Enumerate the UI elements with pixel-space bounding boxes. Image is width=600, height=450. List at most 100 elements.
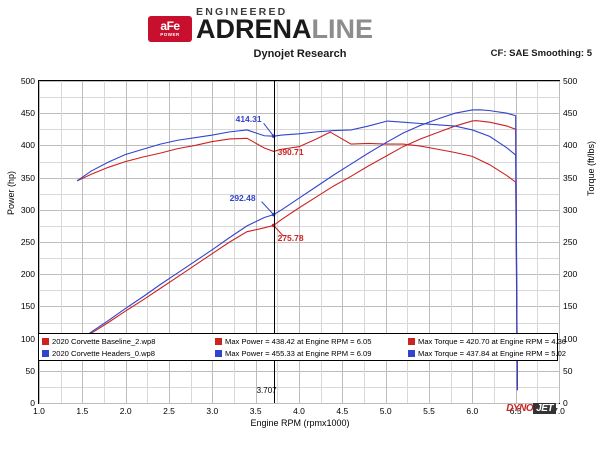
cursor-rpm-readout: 3.707	[256, 386, 277, 395]
y2-axis-tick-label: 200	[563, 269, 578, 280]
legend-run-name: 2020 Corvette Headers_0.wp8	[52, 348, 156, 358]
grid-line-vertical	[125, 81, 127, 403]
grid-line-vertical	[299, 81, 300, 403]
legend-row[interactable]: 2020 Corvette Baseline_2.wp8 Max Power =…	[39, 335, 566, 347]
series-line	[76, 120, 518, 391]
x-axis-tick-label: 3.0	[206, 406, 219, 416]
y2-axis-tick-label: 500	[563, 76, 578, 86]
grid-line-vertical	[429, 81, 430, 403]
grid-line-vertical-minor	[147, 81, 149, 403]
dynojet-dyno-text: DYNO	[506, 403, 534, 414]
adrenaline-wordmark: ADRENALINE	[196, 14, 373, 45]
x-axis-tick-label: 5.0	[379, 406, 392, 416]
x-axis-tick-label: 3.5	[249, 406, 262, 416]
x-axis-tick-label: 5.5	[423, 406, 435, 416]
series-line	[76, 109, 518, 391]
engineered-wordmark: ENGINEERED	[196, 6, 288, 18]
cursor-line	[273, 81, 275, 403]
legend-max-torque: Max Torque = 420.70 at Engine RPM = 4.36	[418, 336, 567, 346]
dynojet-jet-text: JET	[533, 403, 556, 414]
grid-line-vertical-minor	[277, 81, 279, 403]
grid-line-vertical-minor	[320, 81, 322, 403]
grid-line-vertical-minor	[537, 81, 539, 403]
annotation-red-torque: 390.71	[277, 147, 304, 158]
annotation-blue-power: 292.48	[229, 192, 256, 203]
series-line	[76, 120, 518, 391]
chart-legend: 2020 Corvette Baseline_2.wp8 Max Power =…	[38, 333, 566, 361]
y2-axis-tick-label: 0	[563, 398, 568, 408]
adrenaline-dark-part: ADRENA	[196, 14, 312, 44]
grid-line-vertical	[212, 81, 214, 403]
x-axis-tick-label: 1.5	[76, 406, 89, 416]
afe-power-logo: aFe POWER	[148, 16, 192, 42]
legend-run-name: 2020 Corvette Baseline_2.wp8	[52, 336, 156, 346]
grid-line-vertical	[559, 81, 560, 403]
series-line	[76, 131, 518, 391]
grid-line-vertical	[385, 81, 387, 403]
x-axis-tick-label: 6.0	[466, 406, 479, 416]
legend-swatch-headers-torque	[408, 349, 415, 357]
afe-logo-subtext: POWER	[160, 32, 180, 38]
y-axis-tick-label: 200	[20, 269, 35, 280]
x-axis-tick-label: 2.0	[119, 406, 132, 416]
y2-axis-tick-label: 300	[563, 204, 578, 215]
y2-axis-tick-label: 450	[563, 108, 578, 119]
annotation-pointer	[263, 122, 275, 137]
annotation-pointer	[261, 201, 274, 215]
grid-line-horizontal	[39, 403, 559, 404]
y2-axis-tick-label: 350	[563, 172, 578, 183]
annotation-red-power: 275.78	[277, 233, 304, 244]
page-header: aFe POWER ENGINEERED ADRENALINE	[0, 0, 600, 48]
grid-line-vertical	[472, 81, 474, 403]
y-axis-tick-label: 250	[20, 237, 35, 247]
chart-subtitle: Dynojet Research	[253, 48, 347, 60]
y-axis-tick-label: 450	[20, 108, 35, 119]
grid-line-vertical	[39, 81, 40, 403]
grid-line-vertical	[82, 81, 84, 403]
legend-swatch-baseline	[42, 337, 49, 345]
grid-line-vertical-minor	[407, 81, 409, 403]
afe-logo-text: aFe	[160, 19, 180, 34]
dynojet-watermark: DYNO JET	[506, 403, 556, 414]
y2-axis-tick-label: 100	[563, 333, 578, 344]
grid-line-vertical	[255, 81, 257, 403]
y-axis-tick-label: 150	[20, 301, 35, 312]
legend-max-torque: Max Torque = 437.84 at Engine RPM = 5.02	[418, 348, 567, 358]
grid-line-vertical	[342, 81, 344, 403]
grid-line-vertical-minor	[190, 81, 192, 403]
y-axis-tick-label: 100	[20, 333, 35, 344]
y-axis-tick-label: 0	[30, 398, 35, 408]
legend-swatch-baseline-power	[215, 337, 222, 345]
legend-swatch-headers	[42, 349, 49, 357]
grid-line-vertical	[169, 81, 170, 403]
grid-line-vertical-minor	[450, 81, 452, 403]
y2-axis-tick-label: 150	[563, 301, 578, 312]
x-axis-tick-label: 4.0	[293, 406, 305, 416]
y-axis-tick-label: 500	[20, 76, 35, 86]
y-axis-tick-label: 350	[20, 172, 35, 183]
y-axis-tick-label: 400	[20, 140, 35, 151]
y-axis-tick-label: 300	[20, 204, 35, 215]
grid-line-vertical-minor	[494, 81, 495, 403]
y-axis-tick-label: 50	[25, 365, 35, 376]
y2-axis-tick-label: 250	[563, 237, 578, 247]
grid-line-vertical-minor	[104, 81, 105, 403]
x-axis-tick-label: 6.5	[509, 406, 522, 416]
x-axis-tick-label: 2.5	[163, 406, 175, 416]
y2-axis-tick-label: 50	[563, 365, 573, 376]
legend-max-power: Max Power = 438.42 at Engine RPM = 6.05	[225, 336, 372, 346]
legend-row[interactable]: 2020 Corvette Headers_0.wp8 Max Power = …	[39, 347, 566, 359]
chart-curves	[76, 109, 518, 391]
legend-max-power: Max Power = 455.33 at Engine RPM = 6.09	[225, 348, 372, 358]
x-axis-tick-label: 1.0	[33, 406, 45, 416]
y2-axis-tick-label: 400	[563, 140, 578, 151]
grid-line-vertical-minor	[60, 81, 62, 403]
legend-swatch-baseline-torque	[408, 337, 415, 345]
annotation-pointer	[273, 225, 284, 237]
grid-line-vertical-minor	[364, 81, 365, 403]
annotation-blue-torque: 414.31	[235, 114, 262, 125]
grid-line-vertical-minor	[234, 81, 235, 403]
correction-factor-text: CF: SAE Smoothing: 5	[490, 48, 592, 59]
x-axis-label: Engine RPM (rpmx1000)	[250, 418, 350, 428]
adrenaline-grey-part: LINE	[311, 14, 374, 44]
